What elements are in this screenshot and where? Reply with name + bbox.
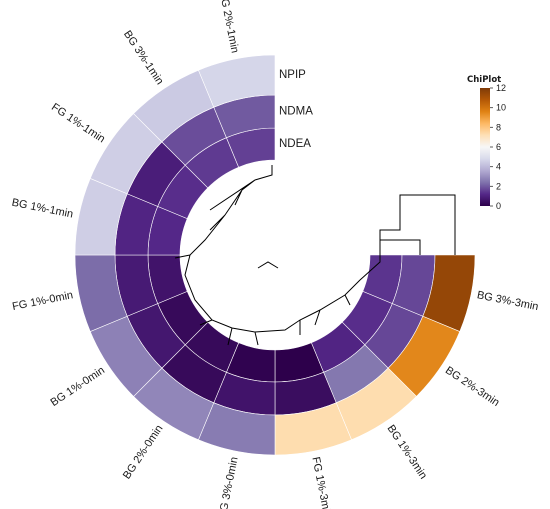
sample-label: BG 3%-1min — [121, 28, 166, 87]
sample-label: BG 2%-0min — [121, 423, 166, 482]
sample-label: FG 1%-0min — [11, 289, 74, 313]
colorbar-tick-label: 10 — [496, 103, 506, 113]
colorbar-tick-label: 2 — [496, 181, 501, 191]
row-label: NDEA — [279, 138, 311, 150]
sample-label: FG 1%-1min — [49, 101, 107, 145]
colorbar-tick-label: 8 — [496, 122, 501, 132]
colorbar-tick-label: 0 — [496, 201, 501, 211]
sample-label: BG 3%-0min — [217, 456, 241, 509]
heatmap-cells — [74, 54, 476, 456]
colorbar-tick-label: 4 — [496, 162, 501, 172]
colorbar-tick-label: 12 — [496, 83, 506, 93]
sample-label: BG 1%-1min — [11, 197, 75, 221]
row-label: NDMA — [279, 106, 313, 118]
colorbar-ticks: 0 2 4 6 8 10 12 — [490, 83, 506, 211]
heatmap-cell — [198, 54, 276, 108]
colorbar-title: ChiPlot — [467, 75, 501, 85]
sample-label: BG 2%-3min — [443, 364, 502, 409]
row-labels: NDEA NDMA NPIP — [279, 69, 313, 150]
colorbar-tick-label: 6 — [496, 142, 501, 152]
sample-label: BG 1%-3min — [385, 423, 430, 482]
sample-label: BG 2%-1min — [217, 0, 241, 54]
sample-label: FG 1%-3min — [309, 456, 333, 509]
colorbar-legend: ChiPlot 0 2 4 6 8 10 12 — [467, 75, 506, 211]
sample-label: BG 3%-3min — [476, 289, 540, 313]
row-label: NPIP — [279, 69, 306, 81]
colorbar-gradient — [480, 88, 490, 206]
dendrogram — [174, 165, 456, 346]
sample-label: BG 1%-0min — [48, 364, 107, 409]
dendrogram-branches — [174, 165, 456, 346]
